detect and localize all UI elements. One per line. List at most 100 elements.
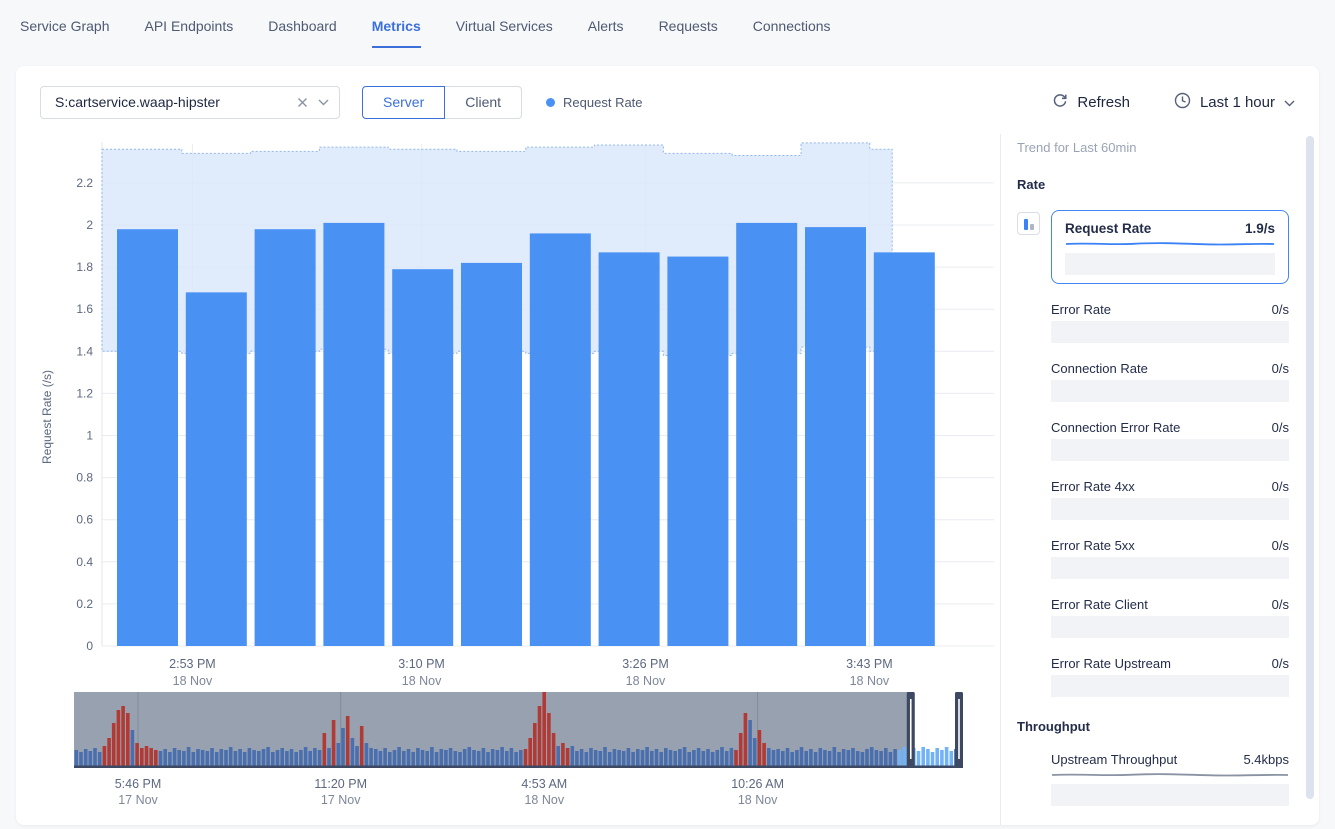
nav-tab-service-graph[interactable]: Service Graph <box>20 18 110 34</box>
svg-text:2: 2 <box>86 218 93 232</box>
timeline-brush-chart[interactable]: 5:46 PM 17 Nov 11:20 PM 17 Nov 4:53 AM 18 Nov… <box>74 692 977 804</box>
trend-header: Trend for Last 60min <box>1017 140 1137 155</box>
metric-head: Error Rate 5xx 0/s <box>1051 538 1289 553</box>
nav-tab-dashboard[interactable]: Dashboard <box>268 18 337 34</box>
metric-label: Error Rate Upstream <box>1051 656 1171 671</box>
metric-label: Error Rate <box>1051 302 1111 317</box>
refresh-button[interactable]: Refresh <box>1052 92 1130 112</box>
metric-item-error-rate-4xx[interactable]: Error Rate 4xx 0/s <box>1051 479 1289 520</box>
brush-handle-right[interactable] <box>955 692 963 768</box>
svg-text:3:43 PM: 3:43 PM <box>846 657 893 671</box>
sparkline-area <box>1051 321 1289 343</box>
metric-row-error-rate-5xx: Error Rate 5xx 0/s <box>1017 538 1289 579</box>
metric-value: 0/s <box>1271 656 1289 671</box>
metric-row-error-rate-client: Error Rate Client 0/s <box>1017 597 1289 638</box>
metric-row-connection-rate: Connection Rate 0/s <box>1017 361 1289 402</box>
svg-text:18 Nov: 18 Nov <box>626 674 666 688</box>
metric-head: Downstream Throughput 2.2kbps <box>1051 824 1289 825</box>
metric-value: 0/s <box>1271 479 1289 494</box>
metric-head: Error Rate 0/s <box>1051 302 1289 317</box>
brush-handle-left[interactable] <box>906 692 915 768</box>
section-title-rate: Rate <box>1017 177 1046 192</box>
server-button[interactable]: Server <box>362 85 446 119</box>
metric-label: Upstream Throughput <box>1051 752 1178 767</box>
metric-head: Connection Rate 0/s <box>1051 361 1289 376</box>
sparkline-area <box>1051 675 1289 697</box>
nav-tab-metrics[interactable]: Metrics <box>371 18 421 48</box>
refresh-label: Refresh <box>1077 93 1130 111</box>
metric-label: Error Rate Client <box>1051 597 1148 612</box>
metric-label: Connection Error Rate <box>1051 420 1181 435</box>
refresh-icon <box>1052 92 1068 112</box>
metric-item-error-rate[interactable]: Error Rate 0/s <box>1051 302 1289 343</box>
svg-text:17 Nov: 17 Nov <box>321 793 361 804</box>
metric-head: Error Rate Upstream 0/s <box>1051 656 1289 671</box>
metric-head: Error Rate 4xx 0/s <box>1051 479 1289 494</box>
metric-item-upstream-throughput[interactable]: Upstream Throughput 5.4kbps <box>1051 752 1289 806</box>
metric-icon-slot <box>1017 752 1051 754</box>
metric-head: Upstream Throughput 5.4kbps <box>1051 752 1289 767</box>
sparkline-upstream-throughput <box>1051 773 1288 777</box>
svg-text:4:53 AM: 4:53 AM <box>521 777 567 791</box>
svg-text:11:20 PM: 11:20 PM <box>314 777 367 791</box>
metric-label: Error Rate 4xx <box>1051 479 1135 494</box>
scrollbar-thumb[interactable] <box>1306 136 1314 800</box>
time-range-select[interactable]: Last 1 hour <box>1174 92 1295 113</box>
metric-item-connection-rate[interactable]: Connection Rate 0/s <box>1051 361 1289 402</box>
clear-filter-icon[interactable] <box>297 97 308 108</box>
metric-icon-slot <box>1017 597 1051 599</box>
svg-text:0.4: 0.4 <box>76 555 93 569</box>
svg-text:2.2: 2.2 <box>76 176 93 190</box>
y-axis-label: Request Rate (/s) <box>40 369 54 464</box>
svg-text:1: 1 <box>86 429 93 443</box>
legend-dot-icon <box>546 97 556 107</box>
bar-chart-icon[interactable] <box>1017 212 1040 235</box>
metric-label: Request Rate <box>1065 221 1152 236</box>
svg-text:1.4: 1.4 <box>76 344 93 358</box>
nav-tab-api-endpoints[interactable]: API Endpoints <box>144 18 234 34</box>
metric-value: 0/s <box>1271 538 1289 553</box>
legend-label: Request Rate <box>563 94 643 110</box>
service-filter-select[interactable]: S:cartservice.waap-hipster <box>40 85 340 119</box>
nav-tab-alerts[interactable]: Alerts <box>587 18 624 34</box>
metric-item-error-rate-5xx[interactable]: Error Rate 5xx 0/s <box>1051 538 1289 579</box>
chart-legend: Request Rate <box>546 95 643 110</box>
metric-icon-slot <box>1017 656 1051 658</box>
clock-icon <box>1174 92 1191 113</box>
time-range-label: Last 1 hour <box>1199 93 1275 111</box>
metric-row-upstream-throughput: Upstream Throughput 5.4kbps <box>1017 752 1289 806</box>
svg-text:0: 0 <box>86 639 93 653</box>
svg-text:18 Nov: 18 Nov <box>738 793 778 804</box>
metrics-sidebar: Trend for Last 60min Rate Request Rate 1.9… <box>1000 134 1319 825</box>
metric-card-request-rate[interactable]: Request Rate 1.9/s <box>1051 210 1289 284</box>
metric-value: 5.4kbps <box>1243 752 1289 767</box>
metric-label: Downstream Throughput <box>1051 824 1194 825</box>
metric-value: 0/s <box>1271 302 1289 317</box>
client-button[interactable]: Client <box>445 85 523 119</box>
metric-item-error-rate-client[interactable]: Error Rate Client 0/s <box>1051 597 1289 638</box>
nav-tab-connections[interactable]: Connections <box>752 18 831 34</box>
svg-text:18 Nov: 18 Nov <box>524 793 564 804</box>
time-range-chevron-icon <box>1284 94 1295 111</box>
metric-item-downstream-throughput[interactable]: Downstream Throughput 2.2kbps <box>1051 824 1289 825</box>
sparkline-area <box>1051 498 1289 520</box>
chevron-down-icon[interactable] <box>318 99 329 106</box>
sparkline-area <box>1051 616 1289 638</box>
metric-item-connection-error-rate[interactable]: Connection Error Rate 0/s <box>1051 420 1289 461</box>
nav-tab-requests[interactable]: Requests <box>658 18 718 34</box>
toolbar: S:cartservice.waap-hipster Server Client … <box>16 66 1319 134</box>
sparkline-request-rate <box>1065 242 1275 246</box>
request-rate-bar-chart: 0 0.2 0.4 0.6 0.8 1 1.2 1.4 1.6 1.8 2 2.2 2:53 PM 18 … <box>76 142 994 688</box>
metric-item-error-rate-upstream[interactable]: Error Rate Upstream 0/s <box>1051 656 1289 697</box>
metric-icon-slot <box>1017 210 1051 235</box>
svg-text:18 Nov: 18 Nov <box>850 674 890 688</box>
metric-value: 2.2kbps <box>1243 824 1289 825</box>
metric-value: 1.9/s <box>1244 221 1275 236</box>
svg-text:0.2: 0.2 <box>76 597 93 611</box>
svg-text:3:26 PM: 3:26 PM <box>622 657 669 671</box>
svg-text:18 Nov: 18 Nov <box>402 674 442 688</box>
nav-tab-virtual-services[interactable]: Virtual Services <box>455 18 553 34</box>
sparkline-area <box>1051 557 1289 579</box>
metric-icon-slot <box>1017 824 1051 825</box>
sparkline-area <box>1051 784 1289 806</box>
